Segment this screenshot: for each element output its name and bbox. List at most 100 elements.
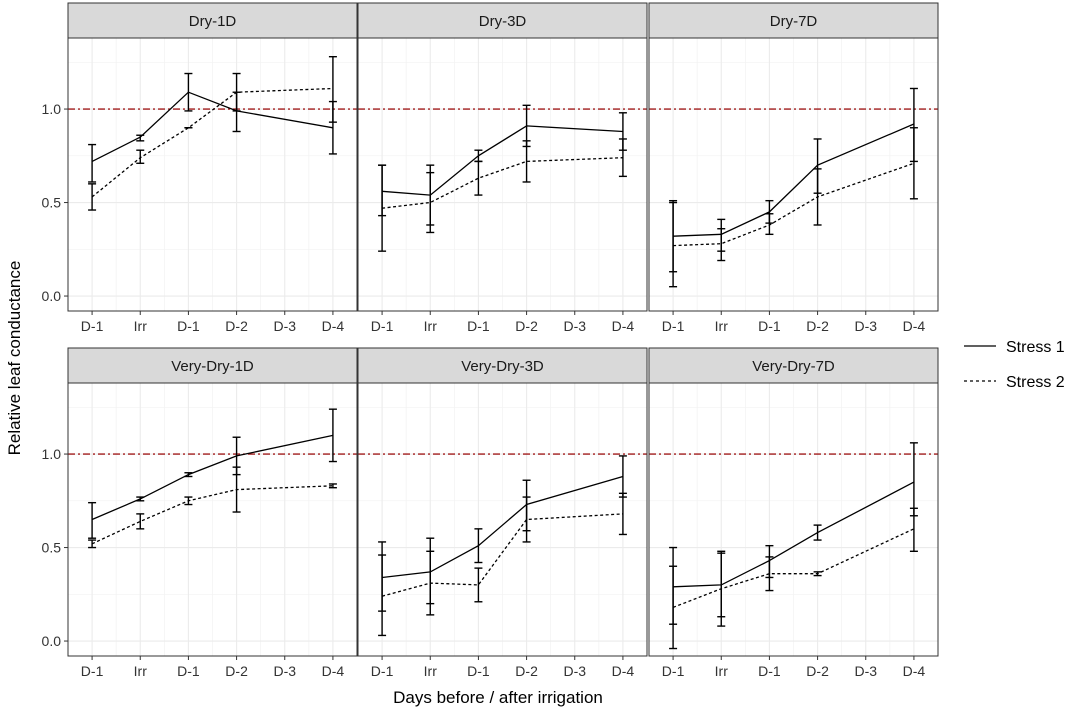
x-tick-label: D-1 xyxy=(371,663,394,679)
panel-1: Dry-1D D-1 Irr D-1 D-2 D-3 D-4 0.0 0.5 1.0 xyxy=(42,2,358,334)
error-bar xyxy=(184,72,193,112)
x-tick-label: Irr xyxy=(424,663,438,679)
panel-3: Dry-7D D-1 Irr D-1 D-2 D-3 D-4 xyxy=(648,2,939,334)
x-tick-label: D-1 xyxy=(81,318,104,334)
x-tick-label: D-1 xyxy=(467,318,490,334)
panel-6: Very-Dry-7D D-1 Irr D-1 D-2 D-3 D-4 xyxy=(648,347,939,679)
y-tick-label: 1.0 xyxy=(42,101,62,117)
error-bar xyxy=(88,539,97,549)
legend-label-stress-2: Stress 2 xyxy=(1006,374,1065,391)
x-tick-label: D-1 xyxy=(758,318,781,334)
error-bar xyxy=(426,550,435,616)
error-bar xyxy=(328,55,337,123)
error-bar xyxy=(88,183,97,211)
error-bar xyxy=(184,496,193,506)
x-tick-label: D-4 xyxy=(612,663,635,679)
legend: Stress 1 Stress 2 xyxy=(964,339,1065,391)
facet-title: Very-Dry-3D xyxy=(461,358,544,375)
y-tick-label: 0.5 xyxy=(42,195,62,211)
error-bar xyxy=(136,134,145,142)
x-tick-label: D-2 xyxy=(225,318,248,334)
panel-2: Dry-3D D-1 Irr D-1 D-2 D-3 D-4 xyxy=(357,2,648,334)
panel-border xyxy=(67,382,358,657)
x-tick-label: D-2 xyxy=(515,663,538,679)
error-bar xyxy=(328,408,337,463)
series-stress-2 xyxy=(88,466,337,549)
facet-title: Dry-7D xyxy=(770,13,818,30)
error-bar xyxy=(522,140,531,183)
x-tick-label: D-1 xyxy=(467,663,490,679)
error-bar xyxy=(522,496,531,543)
x-tick-label: D-2 xyxy=(225,663,248,679)
legend-label-stress-1: Stress 1 xyxy=(1006,339,1065,356)
x-axis-title: Days before / after irrigation xyxy=(393,688,603,707)
x-tick-label: D-4 xyxy=(903,663,926,679)
facet-title: Dry-3D xyxy=(479,13,527,30)
error-bar xyxy=(136,496,145,502)
y-tick-label: 0.5 xyxy=(42,540,62,556)
error-bar xyxy=(813,571,822,577)
error-bar xyxy=(813,168,822,226)
error-bar xyxy=(813,524,822,541)
facet-title: Dry-1D xyxy=(189,13,237,30)
series-stress-2 xyxy=(669,127,918,288)
panel-4: Very-Dry-1D D-1 Irr D-1 D-2 D-3 D-4 0.0 0.5 1.0 xyxy=(42,347,358,679)
x-tick-label: D-3 xyxy=(563,663,586,679)
series-stress-2 xyxy=(378,492,627,637)
error-bar xyxy=(88,501,97,539)
x-tick-label: D-3 xyxy=(854,318,877,334)
panel-border xyxy=(648,382,939,657)
facet-strip xyxy=(67,2,358,39)
error-bar xyxy=(184,472,193,478)
x-tick-label: Irr xyxy=(424,318,438,334)
x-tick-label: D-1 xyxy=(177,318,200,334)
error-bar xyxy=(378,164,387,252)
y-axis-title: Relative leaf conductance xyxy=(5,261,24,456)
error-bar xyxy=(232,72,241,112)
error-bar xyxy=(765,213,774,236)
panel-border xyxy=(357,382,648,657)
panel-border xyxy=(357,37,648,312)
y-tick-label: 1.0 xyxy=(42,446,62,462)
error-bar xyxy=(136,513,145,530)
x-tick-label: D-4 xyxy=(322,318,345,334)
error-bar xyxy=(618,492,627,536)
series-stress-1 xyxy=(88,408,337,539)
x-tick-label: D-1 xyxy=(662,663,685,679)
error-bar xyxy=(88,143,97,183)
facet-title: Very-Dry-1D xyxy=(171,358,254,375)
series-stress-1 xyxy=(88,72,337,183)
y-tick-label: 0.0 xyxy=(42,288,62,304)
error-bar xyxy=(136,149,145,164)
panels-layer: Dry-1D D-1 Irr D-1 D-2 D-3 D-4 0.0 0.5 1.0 Dry-3D D… xyxy=(42,2,939,679)
error-bar xyxy=(232,466,241,513)
error-bar xyxy=(474,528,483,564)
x-tick-label: D-2 xyxy=(806,318,829,334)
x-tick-label: D-3 xyxy=(273,663,296,679)
x-tick-label: D-1 xyxy=(662,318,685,334)
series-line xyxy=(91,87,333,198)
error-bar xyxy=(328,483,337,489)
series-stress-2 xyxy=(88,55,337,211)
facet-strip xyxy=(357,347,648,384)
x-tick-label: D-4 xyxy=(612,318,635,334)
x-tick-label: Irr xyxy=(715,663,729,679)
error-bar xyxy=(474,567,483,603)
error-bar xyxy=(474,160,483,196)
error-bar xyxy=(909,127,918,200)
x-tick-label: D-3 xyxy=(273,318,296,334)
series-stress-2 xyxy=(669,507,918,650)
facet-title: Very-Dry-7D xyxy=(752,358,835,375)
y-tick-label: 0.0 xyxy=(42,633,62,649)
facet-strip xyxy=(648,347,939,384)
panel-5: Very-Dry-3D D-1 Irr D-1 D-2 D-3 D-4 xyxy=(357,347,648,679)
x-tick-label: D-2 xyxy=(515,318,538,334)
error-bar xyxy=(618,138,627,178)
series-stress-2 xyxy=(378,138,627,252)
x-tick-label: D-4 xyxy=(903,318,926,334)
error-bar xyxy=(426,171,435,234)
error-bar xyxy=(669,201,678,288)
x-tick-label: D-1 xyxy=(371,318,394,334)
error-bar xyxy=(378,554,387,637)
